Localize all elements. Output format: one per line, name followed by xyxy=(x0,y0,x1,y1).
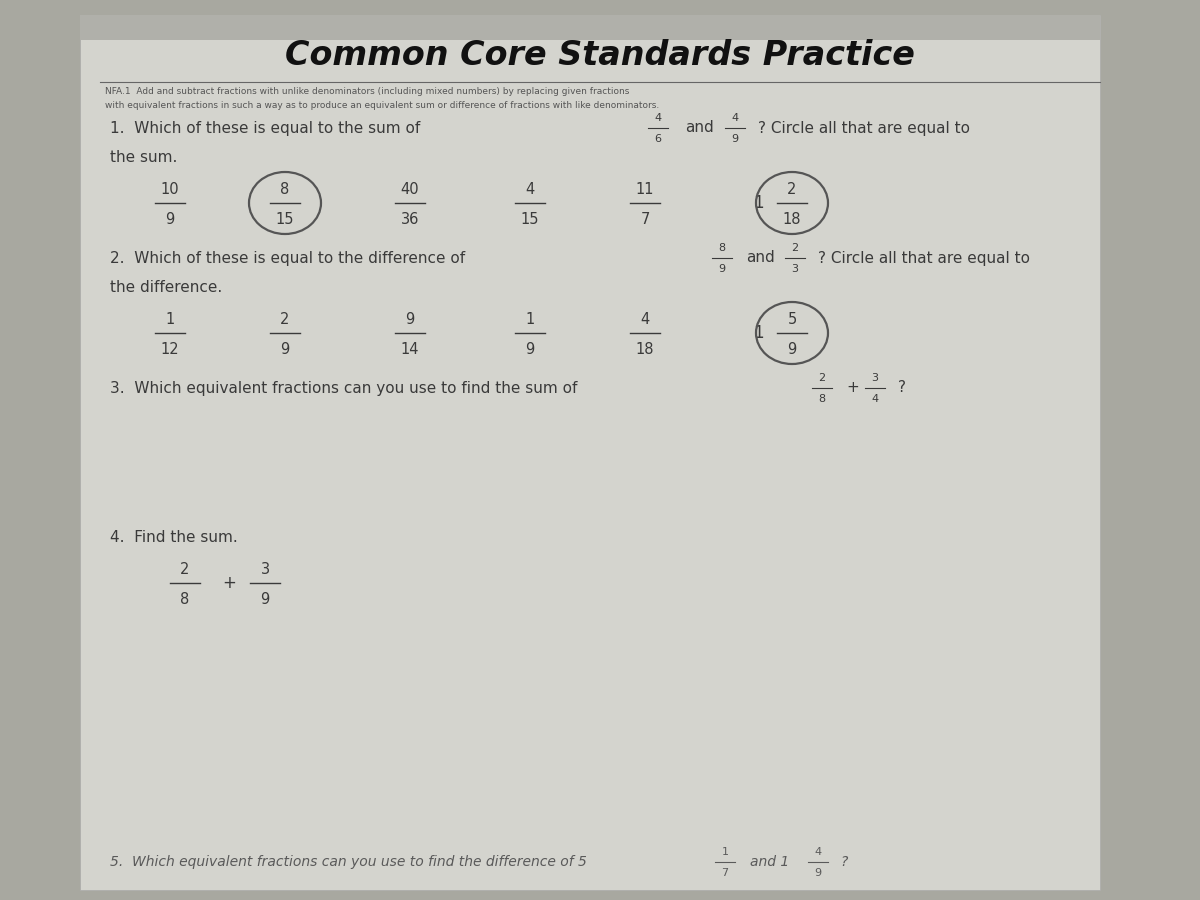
Text: 15: 15 xyxy=(521,212,539,228)
Text: NFA.1  Add and subtract fractions with unlike denominators (including mixed numb: NFA.1 Add and subtract fractions with un… xyxy=(106,87,629,96)
Text: 4: 4 xyxy=(732,113,738,123)
FancyBboxPatch shape xyxy=(80,15,1100,40)
Text: 3: 3 xyxy=(871,373,878,383)
Text: 2: 2 xyxy=(787,183,797,197)
Text: 2: 2 xyxy=(281,312,289,328)
Text: 4: 4 xyxy=(654,113,661,123)
Text: 9: 9 xyxy=(526,343,535,357)
Text: and: and xyxy=(685,121,714,136)
Text: 1: 1 xyxy=(526,312,535,328)
Text: 9: 9 xyxy=(406,312,415,328)
Text: 9: 9 xyxy=(815,868,822,878)
Text: 4.  Find the sum.: 4. Find the sum. xyxy=(110,530,238,545)
Text: 6: 6 xyxy=(654,134,661,144)
Text: 7: 7 xyxy=(721,868,728,878)
Text: 4: 4 xyxy=(641,312,649,328)
Text: 1: 1 xyxy=(166,312,175,328)
Text: 18: 18 xyxy=(782,212,802,228)
Text: 8: 8 xyxy=(719,243,726,253)
Text: 12: 12 xyxy=(161,343,179,357)
Text: ? Circle all that are equal to: ? Circle all that are equal to xyxy=(758,121,970,136)
Text: 4: 4 xyxy=(815,847,822,857)
Text: 8: 8 xyxy=(281,183,289,197)
Text: with equivalent fractions in such a way as to produce an equivalent sum or diffe: with equivalent fractions in such a way … xyxy=(106,101,659,110)
Text: 8: 8 xyxy=(180,592,190,608)
Text: 18: 18 xyxy=(636,343,654,357)
Text: 5.  Which equivalent fractions can you use to find the difference of 5: 5. Which equivalent fractions can you us… xyxy=(110,855,587,869)
Text: 9: 9 xyxy=(281,343,289,357)
Text: 10: 10 xyxy=(161,183,179,197)
Text: 3.  Which equivalent fractions can you use to find the sum of: 3. Which equivalent fractions can you us… xyxy=(110,381,577,395)
Text: 11: 11 xyxy=(636,183,654,197)
Text: 9: 9 xyxy=(719,264,726,274)
Text: ? Circle all that are equal to: ? Circle all that are equal to xyxy=(818,250,1030,266)
Text: 14: 14 xyxy=(401,343,419,357)
FancyBboxPatch shape xyxy=(80,15,1100,890)
Text: ?: ? xyxy=(898,381,906,395)
Text: and 1: and 1 xyxy=(750,855,790,869)
Text: the sum.: the sum. xyxy=(110,150,178,166)
Text: 2: 2 xyxy=(180,562,190,578)
Text: 3: 3 xyxy=(260,562,270,578)
Text: 1: 1 xyxy=(721,847,728,857)
Text: 40: 40 xyxy=(401,183,419,197)
Text: 1.  Which of these is equal to the sum of: 1. Which of these is equal to the sum of xyxy=(110,121,420,136)
Text: the difference.: the difference. xyxy=(110,281,222,295)
Text: 8: 8 xyxy=(818,394,826,404)
Text: 1: 1 xyxy=(752,324,763,342)
Text: 9: 9 xyxy=(787,343,797,357)
Text: 2: 2 xyxy=(818,373,826,383)
Text: 36: 36 xyxy=(401,212,419,228)
Text: 7: 7 xyxy=(641,212,649,228)
Text: 9: 9 xyxy=(166,212,175,228)
Text: 1: 1 xyxy=(752,194,763,212)
Text: 9: 9 xyxy=(260,592,270,608)
Text: +: + xyxy=(846,381,859,395)
Text: +: + xyxy=(222,574,236,592)
Text: 3: 3 xyxy=(792,264,798,274)
Text: 4: 4 xyxy=(526,183,535,197)
Text: ?: ? xyxy=(840,855,847,869)
Text: 4: 4 xyxy=(871,394,878,404)
Text: 15: 15 xyxy=(276,212,294,228)
Text: 2: 2 xyxy=(792,243,798,253)
Text: 5: 5 xyxy=(787,312,797,328)
Text: 9: 9 xyxy=(732,134,738,144)
Text: and: and xyxy=(746,250,775,266)
Text: Common Core Standards Practice: Common Core Standards Practice xyxy=(286,39,914,71)
Text: 2.  Which of these is equal to the difference of: 2. Which of these is equal to the differ… xyxy=(110,250,466,266)
